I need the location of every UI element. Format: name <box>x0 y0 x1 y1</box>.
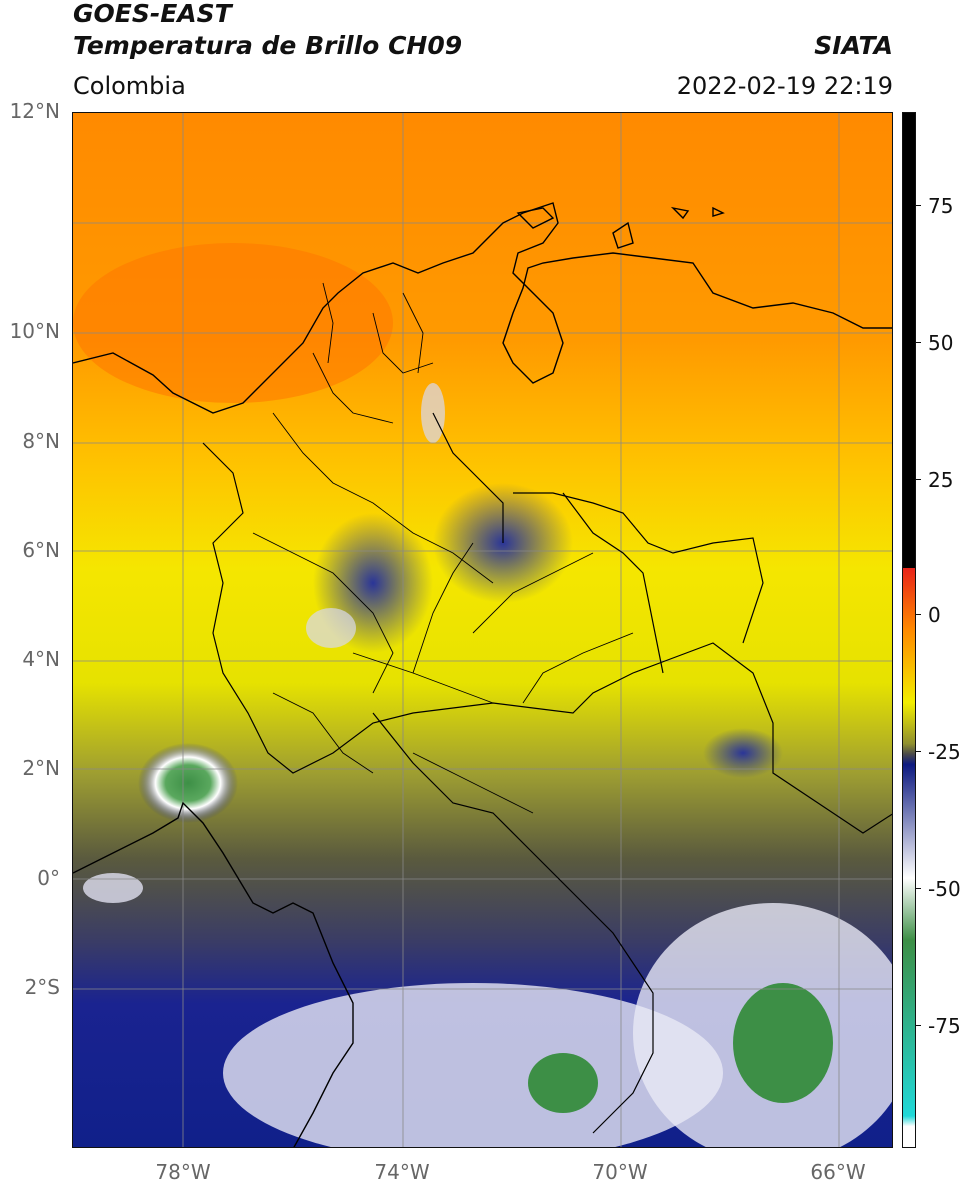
title-product: Temperatura de Brillo CH09 <box>73 31 463 60</box>
very-cold-core <box>138 743 238 823</box>
colorbar-label: 75 <box>928 194 954 218</box>
colorbar-tick <box>916 751 921 752</box>
lon-label: 66°W <box>810 1160 866 1184</box>
cold-cloud <box>223 983 723 1147</box>
colorbar-tick <box>916 479 921 480</box>
title-satellite: GOES-EAST <box>73 0 232 28</box>
colorbar-tick <box>916 342 921 343</box>
brand-label: SIATA <box>814 31 893 60</box>
very-cold-core <box>528 1053 598 1113</box>
cold-cloud <box>703 728 783 778</box>
colorbar-tick <box>916 888 921 889</box>
map-canvas <box>73 113 892 1147</box>
coastline <box>73 202 892 1147</box>
colorbar-label: 50 <box>928 331 954 355</box>
colorbar-tick <box>916 614 921 615</box>
satellite-map <box>72 112 893 1148</box>
lat-label: 4°N <box>22 647 60 671</box>
lat-label: 8°N <box>22 429 60 453</box>
colorbar-label: -75 <box>928 1014 961 1038</box>
colorbar <box>902 112 916 1148</box>
colorbar-label: -25 <box>928 740 961 764</box>
lat-label: 10°N <box>9 319 60 343</box>
lon-label: 74°W <box>374 1160 430 1184</box>
region-label: Colombia <box>73 72 186 100</box>
warm-patch <box>73 243 393 403</box>
cold-cloud <box>83 873 143 903</box>
lon-label: 70°W <box>592 1160 648 1184</box>
lat-label: 0° <box>37 866 60 890</box>
lon-label: 78°W <box>155 1160 211 1184</box>
lat-label: 6°N <box>22 538 60 562</box>
colorbar-label: -50 <box>928 877 961 901</box>
timestamp-label: 2022-02-19 22:19 <box>676 72 893 100</box>
lat-label: 12°N <box>9 99 60 123</box>
colorbar-tick <box>916 1025 921 1026</box>
cold-cloud <box>306 608 356 648</box>
department-borders <box>252 282 634 814</box>
lat-label: 2°N <box>22 756 60 780</box>
colorbar-tick <box>916 205 921 206</box>
colorbar-label: 25 <box>928 468 954 492</box>
country-borders <box>202 412 892 1134</box>
lat-label: 2°S <box>24 975 60 999</box>
colorbar-label: 0 <box>928 603 941 627</box>
lon-gridlines <box>182 113 840 1147</box>
lat-gridlines <box>73 222 892 990</box>
very-cold-core <box>733 983 833 1103</box>
